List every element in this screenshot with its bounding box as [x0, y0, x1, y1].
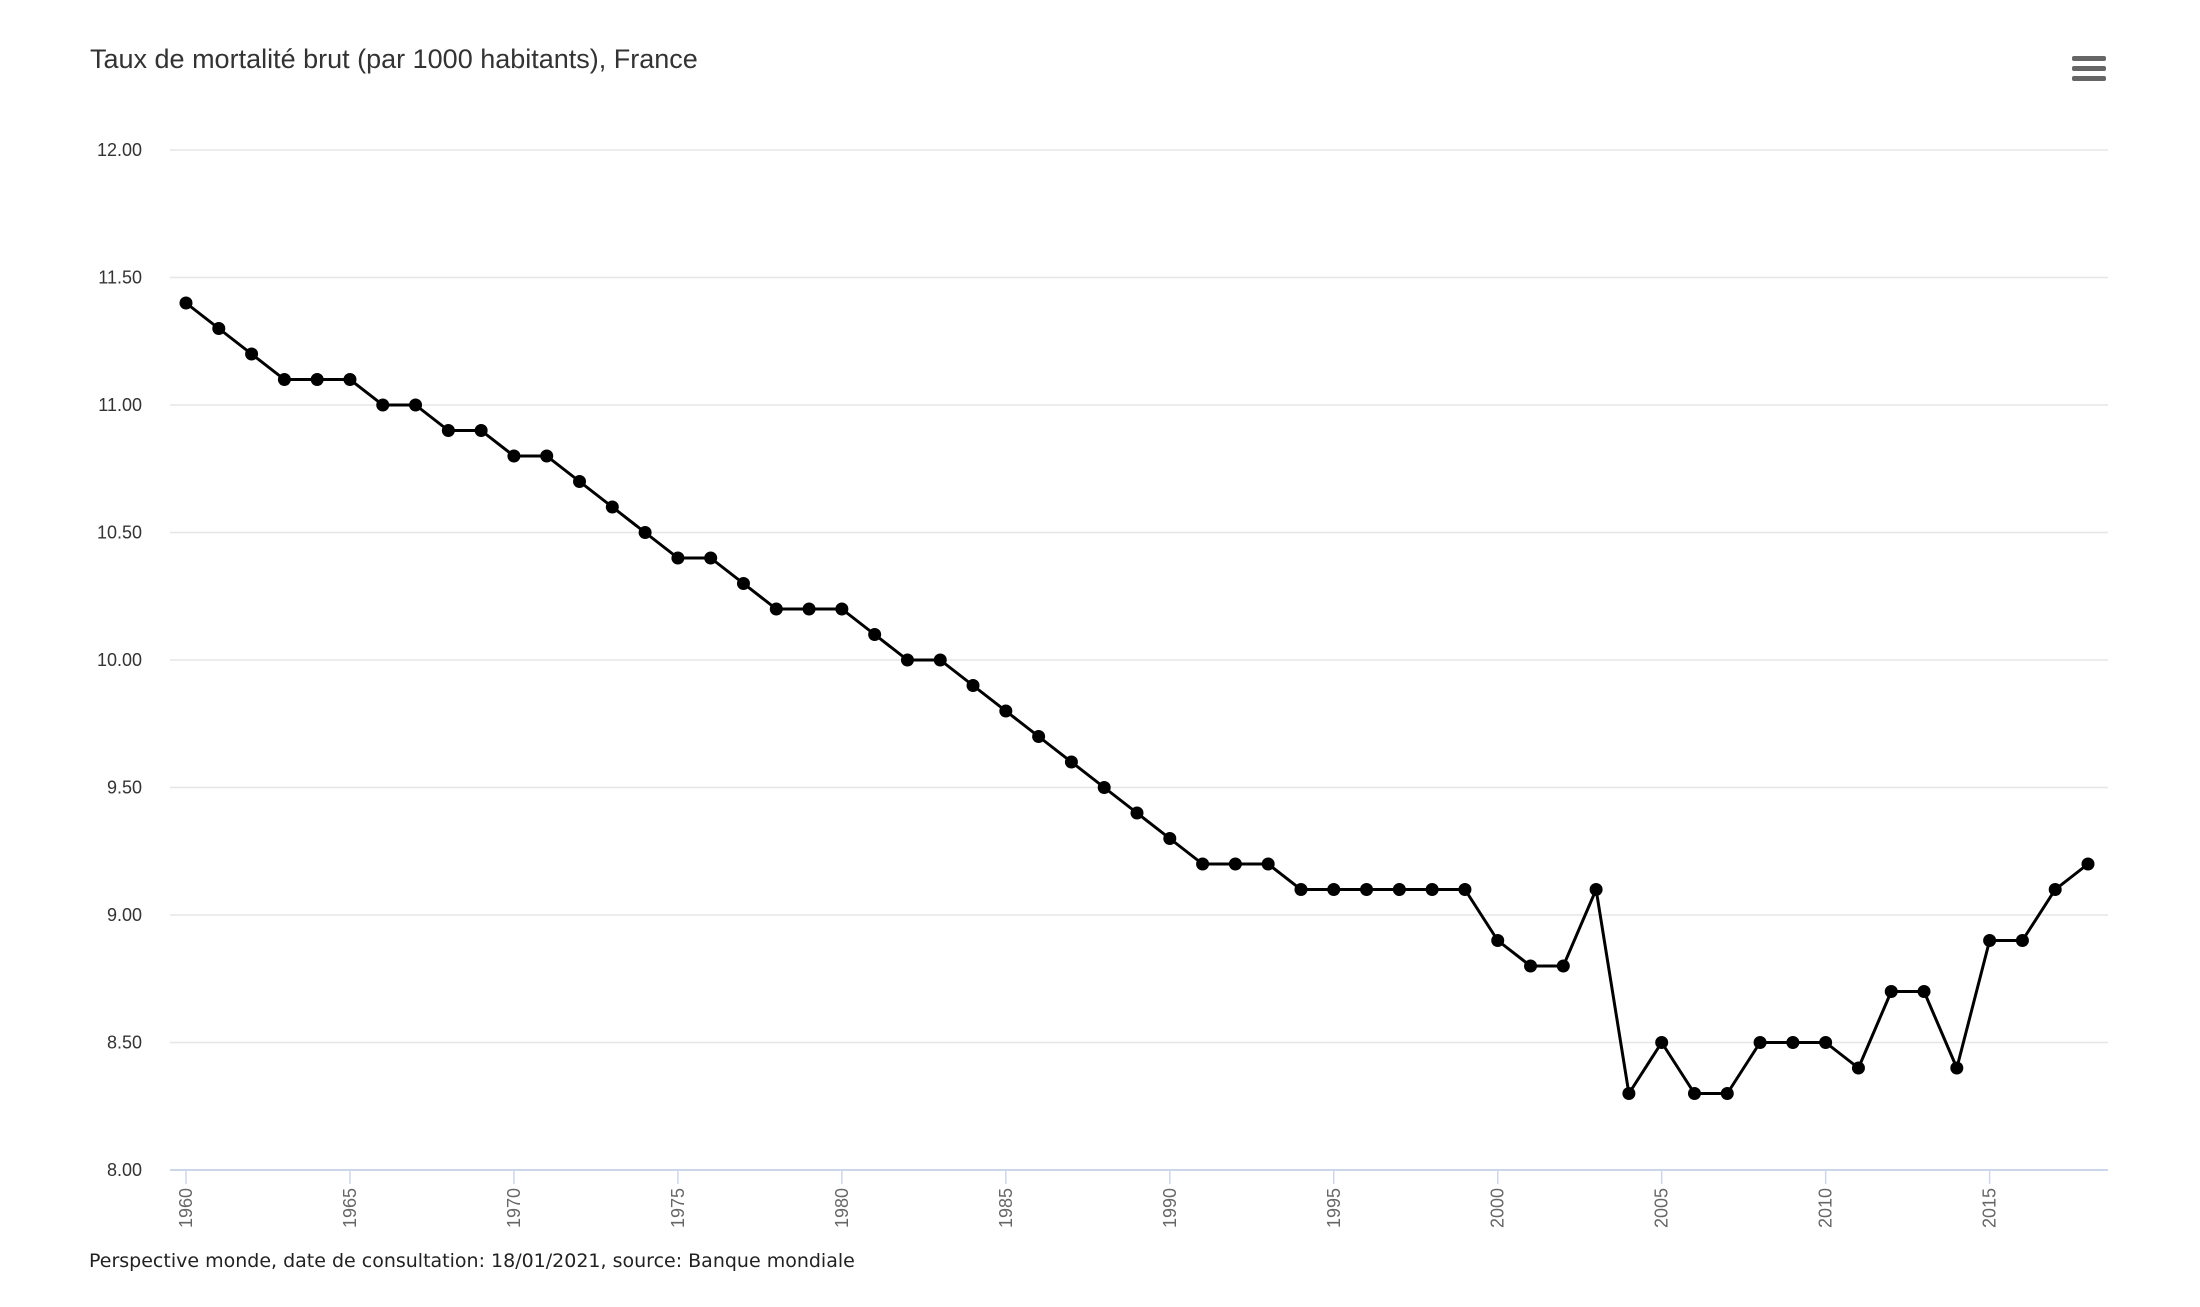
data-point — [245, 347, 259, 361]
data-point — [1786, 1036, 1800, 1049]
data-point — [1327, 883, 1341, 896]
hamburger-icon-bar — [2072, 66, 2106, 71]
data-point — [1294, 883, 1308, 896]
y-tick-label: 10.00 — [97, 650, 142, 670]
data-point — [999, 704, 1013, 718]
data-point — [474, 424, 488, 437]
data-point — [1491, 934, 1505, 947]
data-point — [1196, 857, 1210, 871]
data-point — [1720, 1087, 1734, 1100]
data-point — [1753, 1036, 1767, 1049]
data-point — [1589, 883, 1603, 896]
data-point — [1392, 883, 1406, 896]
data-point — [1983, 934, 1997, 947]
hamburger-icon-bar — [2072, 76, 2106, 81]
data-point — [2015, 934, 2029, 947]
y-tick-label: 8.00 — [107, 1160, 142, 1180]
data-point — [310, 373, 324, 386]
data-point — [376, 398, 390, 412]
data-point — [1655, 1036, 1669, 1049]
y-tick-label: 10.50 — [97, 523, 142, 543]
data-point — [671, 551, 685, 565]
data-point — [507, 449, 521, 463]
x-tick-label: 1995 — [1324, 1188, 1344, 1228]
data-point — [343, 373, 357, 386]
data-point — [441, 424, 455, 437]
data-point — [835, 602, 849, 616]
data-point — [868, 628, 882, 641]
y-tick-label: 12.00 — [97, 140, 142, 160]
data-point — [540, 449, 554, 463]
data-point — [409, 398, 423, 412]
x-tick-label: 1965 — [340, 1188, 360, 1228]
data-point — [1917, 985, 1931, 998]
data-point — [1228, 857, 1242, 871]
data-point — [1097, 781, 1111, 794]
data-point — [802, 602, 816, 616]
hamburger-icon — [2072, 56, 2106, 61]
data-point — [1261, 857, 1275, 871]
data-point — [573, 475, 587, 488]
data-point — [900, 653, 914, 667]
data-point — [638, 526, 652, 539]
data-point — [1884, 985, 1898, 998]
data-point — [1851, 1061, 1865, 1075]
data-point — [1425, 883, 1439, 896]
data-point — [1687, 1087, 1701, 1100]
data-point — [1819, 1036, 1833, 1049]
data-point — [2048, 883, 2062, 896]
y-tick-label: 9.50 — [107, 778, 142, 798]
y-tick-label: 11.50 — [98, 268, 142, 288]
x-tick-label: 1990 — [1160, 1188, 1180, 1228]
x-tick-label: 1980 — [832, 1188, 852, 1228]
data-point — [1032, 730, 1046, 743]
data-point — [605, 500, 619, 514]
data-point — [2081, 857, 2095, 871]
data-point — [1360, 883, 1374, 896]
x-tick-label: 2015 — [1980, 1188, 2000, 1228]
x-tick-label: 1985 — [996, 1188, 1016, 1228]
data-point — [1458, 883, 1472, 896]
x-tick-label: 1970 — [504, 1188, 524, 1228]
data-point — [769, 602, 783, 616]
x-tick-label: 2005 — [1652, 1188, 1672, 1228]
data-point — [1064, 755, 1078, 769]
data-point — [1556, 959, 1570, 973]
data-point — [1130, 806, 1144, 820]
x-tick-label: 1960 — [176, 1188, 196, 1228]
chart-source-footer: Perspective monde, date de consultation:… — [89, 1250, 855, 1272]
chart-title: Taux de mortalité brut (par 1000 habitan… — [90, 44, 698, 74]
x-tick-label: 1975 — [668, 1188, 688, 1228]
data-point — [1163, 832, 1177, 845]
data-point — [212, 322, 226, 335]
data-point — [933, 653, 947, 667]
data-point — [966, 679, 980, 692]
data-point — [179, 296, 193, 310]
y-tick-label: 8.50 — [107, 1033, 142, 1053]
data-point — [1524, 959, 1538, 973]
data-point — [277, 373, 291, 386]
data-point — [704, 551, 718, 565]
y-tick-label: 11.00 — [98, 395, 142, 415]
data-point — [1950, 1061, 1964, 1075]
chart-menu-button[interactable] — [2072, 56, 2106, 82]
y-tick-label: 9.00 — [107, 905, 142, 925]
x-tick-label: 2010 — [1816, 1188, 1836, 1228]
data-point — [736, 577, 750, 590]
series-line — [185, 301, 2089, 1095]
x-tick-label: 2000 — [1488, 1188, 1508, 1228]
data-point — [1622, 1087, 1636, 1100]
